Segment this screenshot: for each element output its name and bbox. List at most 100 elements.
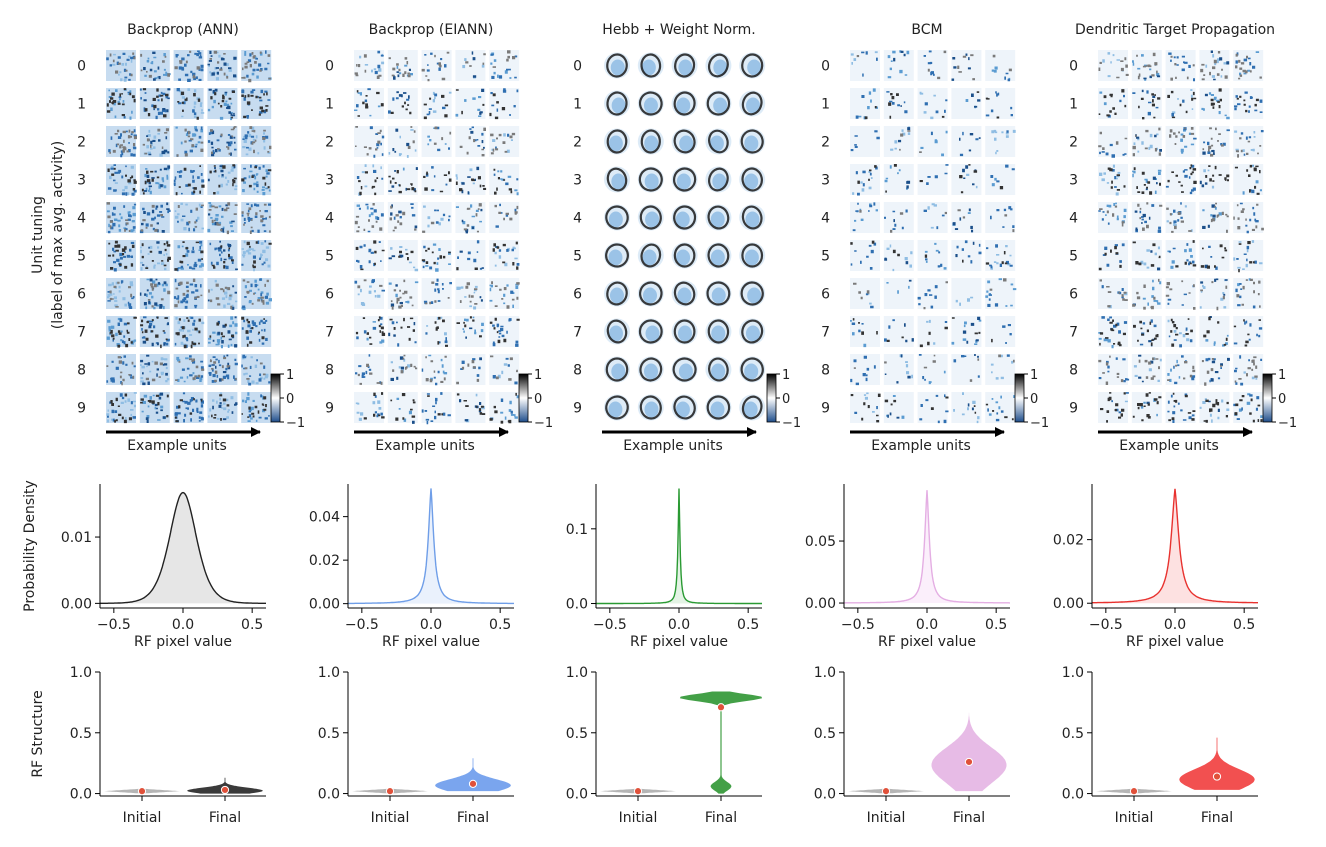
y-tick-label: 0.0 [566,597,588,613]
rf-cell [1199,202,1230,233]
y-tick-label: 0.0 [318,787,340,803]
x-tick-label: 0.5 [241,617,263,633]
rf-cell [421,278,452,309]
example-units-label: Example units [871,438,971,454]
rf-cell [354,126,385,158]
rf-cell [421,202,452,233]
colorbar-tick-label: 0 [1278,392,1286,407]
digit-label: 0 [325,59,334,75]
rf-cell [917,50,948,81]
rf-grid [106,50,272,424]
rf-cell [455,202,486,234]
rf-cell [917,392,949,424]
example-units-label: Example units [375,438,475,454]
panel-title: Dendritic Target Propagation [1075,22,1275,38]
rf-cell [951,126,982,157]
rf-cell [354,202,384,233]
rf-cell [951,316,982,347]
rf-cell [173,278,204,309]
rf-cell [951,278,982,309]
x-axis-label: RF pixel value [134,634,232,650]
rf-cell [1098,126,1128,158]
rf-cell [354,240,385,271]
y-axis-label: RF Structure [30,690,46,777]
rf-cell [387,278,419,310]
rf-cell [635,202,666,233]
rf-cell [602,240,632,271]
rf-cell [1199,88,1230,120]
rf-cell [669,88,700,119]
rf-cell [883,126,914,157]
rf-cell [241,354,272,386]
rf-cell [635,240,666,271]
rf-cell [139,126,170,157]
rf-cell [1199,126,1230,157]
rf-cell [173,164,205,196]
rf-cell [1131,392,1162,423]
rf-cell [455,126,486,157]
rf-cell [139,164,171,195]
digit-label: 9 [821,401,830,417]
rf-cell [951,240,982,271]
rf-cell [354,278,385,309]
x-tick-label: Initial [123,810,162,826]
rf-cell [1165,164,1197,195]
rf-cell [1131,164,1162,195]
density-fill [100,492,266,604]
colorbar-tick-label: −1 [534,416,553,431]
colorbar-tick-label: 0 [1030,392,1038,407]
rf-cell [489,354,520,385]
rf-cell [635,316,666,347]
digit-label: 4 [77,211,86,227]
rf-cell [917,316,948,348]
digit-label: 4 [573,211,582,227]
digit-label: 5 [573,249,582,265]
density-fill [596,488,762,604]
rf-cell [139,88,171,120]
rf-cell [850,164,880,196]
colorbar-tick-label: −1 [1278,416,1297,431]
x-tick-label: −0.5 [97,617,131,633]
rf-cell [241,278,272,311]
rf-cell [985,316,1016,347]
x-tick-label: 0.5 [985,617,1007,633]
colorbar: 1 0 −1 [518,368,553,431]
digit-label: 2 [77,135,86,151]
colorbar-gradient [270,373,281,423]
rf-cell [354,164,384,196]
rf-cell [241,164,272,196]
rf-cell [1098,354,1130,385]
y-tick-label: 1.0 [1062,665,1084,681]
digit-label: 1 [325,97,334,113]
rf-cell [917,354,948,385]
x-tick-label: 0.5 [489,617,511,633]
rf-cell [917,202,948,233]
digit-label: 2 [1069,135,1078,151]
x-tick-label: 0.0 [420,617,442,633]
rf-cell [703,278,734,309]
rf-cell [421,240,452,272]
x-tick-label: Final [209,810,241,826]
digit-label: 2 [325,135,334,151]
rf-cell [1199,316,1230,347]
rf-cell [703,392,734,423]
rf-cell [489,126,520,157]
x-axis-label: RF pixel value [630,634,728,650]
x-tick-label: 0.5 [737,617,759,633]
rf-cell [207,278,238,310]
y-tick-label: 0.0 [814,787,836,803]
colorbar-tick-label: 1 [1030,368,1038,383]
rf-cell [139,202,171,234]
rf-cell [602,88,632,119]
rf-cell [917,88,948,120]
rf-cell [207,354,238,385]
x-tick-label: 0.0 [668,617,690,633]
rf-cell [106,50,136,82]
rf-cell [737,278,768,309]
rf-cell [1199,278,1230,311]
rf-cell [207,202,238,235]
rf-cell [1233,88,1264,119]
rf-cell [1165,392,1196,423]
